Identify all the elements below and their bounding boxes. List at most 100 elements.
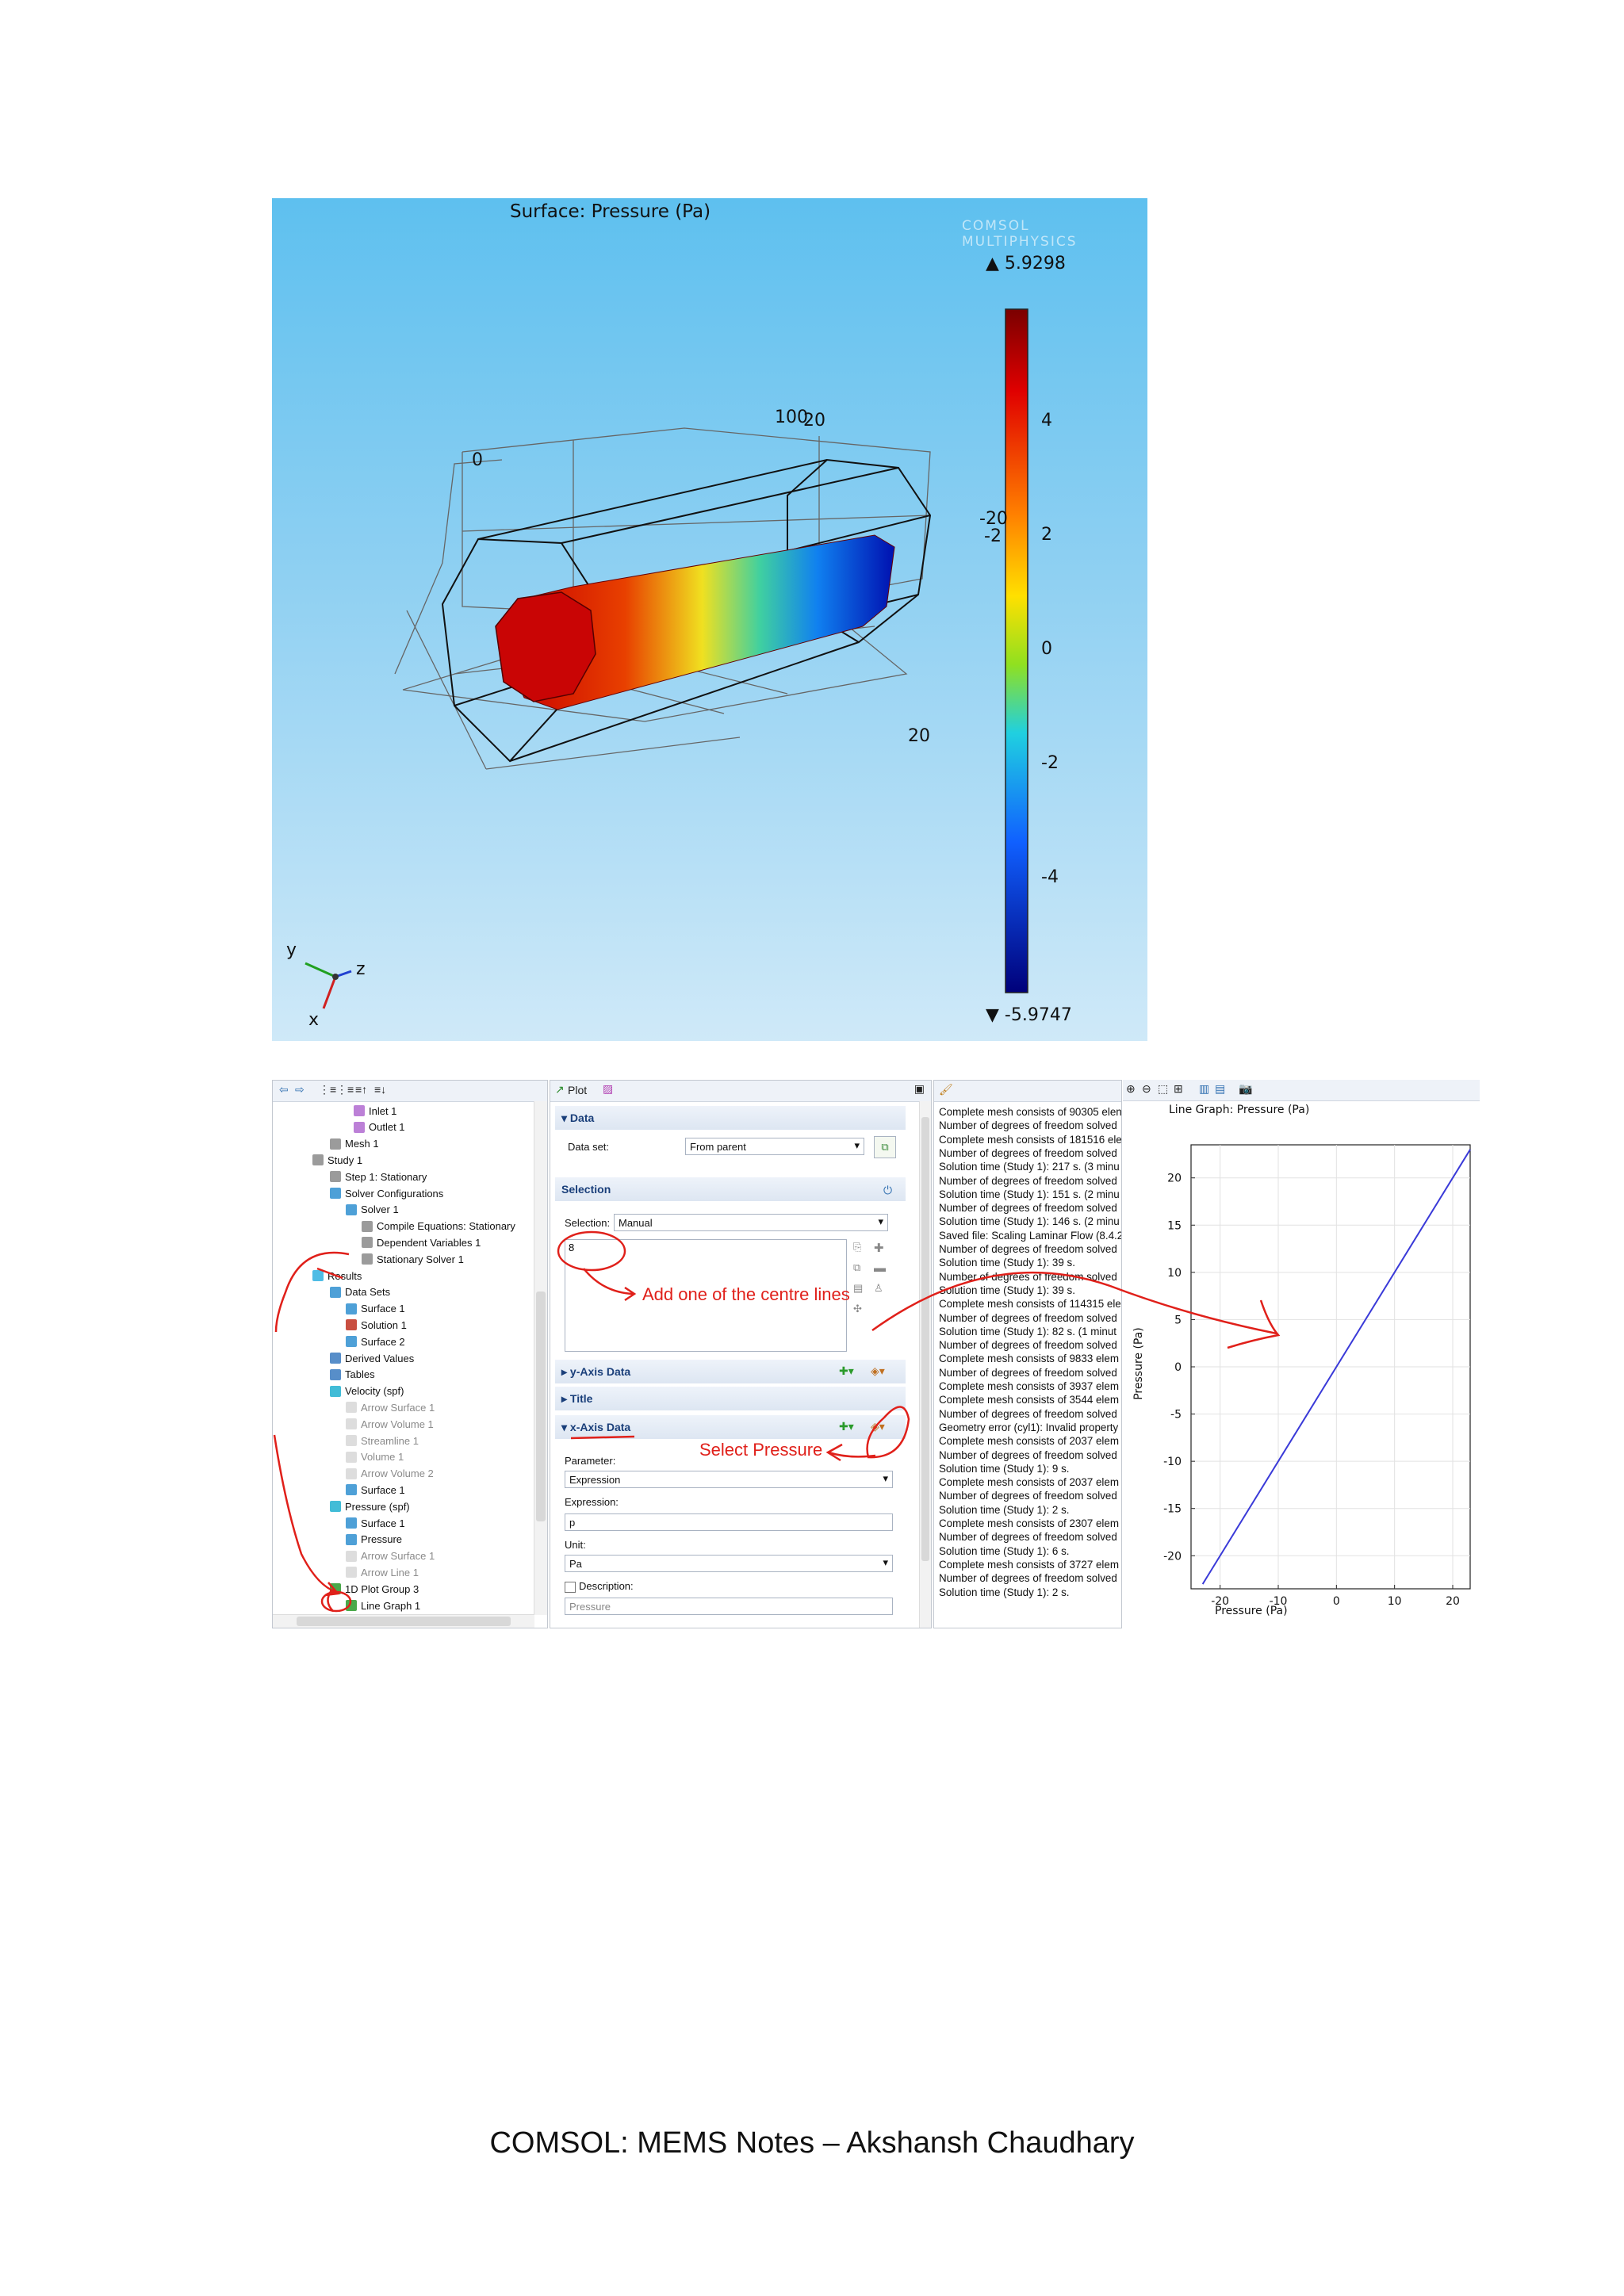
lock-icon[interactable]: ♙ [874,1282,883,1294]
tree-item[interactable]: Velocity (spf) [330,1383,404,1399]
tree-item-label: Surface 2 [361,1335,405,1348]
x-axis-add-icon[interactable]: ✚▾ [839,1420,854,1433]
expand-all-icon[interactable]: ⋮≡ [336,1083,354,1096]
tree-item[interactable]: Solver 1 [346,1202,399,1218]
log-line: Complete mesh consists of 114315 ele [939,1298,1121,1311]
y-tick-label: -10 [1163,1456,1182,1468]
log-window[interactable]: 🖌 Complete mesh consists of 90305 elen Nu… [933,1080,1122,1628]
log-line: Saved file: Scaling Laminar Flow (8.4.2 [939,1229,1122,1242]
selection-list[interactable]: 8 [565,1239,847,1352]
tree-item[interactable]: Solution 1 [346,1317,407,1333]
copy-icon[interactable]: ⧉ [853,1261,861,1273]
tree-item[interactable]: Arrow Surface 1 [346,1399,435,1415]
tree-scrollbar[interactable] [534,1101,547,1615]
y-axis-add-icon[interactable]: ✚▾ [839,1364,854,1377]
log-line: Number of degrees of freedom solved [939,1174,1117,1187]
settings-scrollbar[interactable] [919,1101,931,1628]
tree-item[interactable]: Inlet 1 [354,1103,396,1119]
tree-item[interactable]: Surface 2 [346,1334,405,1349]
dataset-goto-icon[interactable]: ⧉ [874,1136,896,1158]
tree-item[interactable]: Arrow Line 1 [346,1564,419,1580]
tree-item-label: Solver 1 [361,1203,399,1216]
tree-item[interactable]: Data Sets [330,1284,390,1300]
log-line: Number of degrees of freedom solved [939,1270,1117,1283]
tree-item[interactable]: Arrow Volume 2 [346,1466,434,1482]
selection-section-header[interactable]: Selection [555,1177,906,1201]
tree-item[interactable]: Derived Values [330,1350,414,1366]
geometry-view[interactable] [272,198,1147,1041]
tree-item[interactable]: Compile Equations: Stationary [362,1219,515,1234]
tree-item[interactable]: Arrow Surface 1 [346,1548,435,1564]
panel-menu-icon[interactable]: ▣ [914,1082,925,1095]
log-line: Number of degrees of freedom solved [939,1243,1117,1255]
collapse-all-icon[interactable]: ⋮≡ [319,1083,337,1096]
forward-arrow-icon[interactable]: ⇨ [295,1083,304,1096]
tree-item[interactable]: Surface 1 [346,1515,405,1531]
tree-item[interactable]: Streamline 1 [346,1433,419,1448]
data-section-header[interactable]: ▾ Data [555,1106,906,1130]
grid-icon[interactable]: ▥ [1199,1082,1210,1095]
dataset-select[interactable]: From parent [685,1138,864,1155]
description-field[interactable]: Pressure [565,1598,893,1615]
legend-icon[interactable]: ▤ [1215,1082,1226,1095]
tree-item[interactable]: Results [312,1268,362,1284]
tree-node-icon [330,1286,341,1298]
tree-node-icon [346,1336,357,1348]
show-icon[interactable]: ≡↑ [355,1083,368,1096]
selection-entry[interactable]: 8 [569,1242,575,1253]
tree-item[interactable]: Stationary Solver 1 [362,1251,464,1267]
log-line: Solution time (Study 1): 9 s. [939,1462,1070,1475]
tree-item[interactable]: Dependent Variables 1 [362,1234,481,1250]
selection-select[interactable]: Manual [614,1214,888,1231]
line-graph-window[interactable]: ⊕ ⊖ ⬚ ⊞ ▥ ▤ 📷 Line Graph: Pressure (Pa) … [1123,1080,1480,1627]
x-tick-label: 20 [1446,1595,1460,1608]
tree-item[interactable]: Arrow Volume 1 [346,1416,434,1432]
zoom-in-icon[interactable]: ⊕ [1126,1082,1136,1095]
tree-item[interactable]: Mesh 1 [330,1136,379,1152]
unit-select[interactable]: Pa [565,1555,893,1572]
model-builder-tree[interactable]: ⇦ ⇨ ⋮≡ ⋮≡ ≡↑ ≡↓ Inlet 1 Outlet 1 Mesh 1 Stu… [272,1080,548,1628]
tree-item[interactable]: Outlet 1 [354,1119,405,1135]
tree-item[interactable]: Line Graph 1 [346,1598,420,1613]
description-checkbox[interactable] [565,1582,576,1593]
expression-field[interactable]: p [565,1513,893,1531]
back-arrow-icon[interactable]: ⇦ [279,1083,289,1096]
line-graph[interactable]: -20 -10 0 10 20 20 15 10 5 0 -5 -10 -15 -20 [1123,1080,1480,1627]
zoom-box-icon[interactable]: ⬚ [1158,1082,1169,1095]
remove-icon[interactable]: ▬ [874,1261,886,1275]
tree-node-icon [346,1517,357,1529]
parameter-select[interactable]: Expression [565,1471,893,1488]
tree-node-icon [346,1484,357,1496]
x-axis-data-section-header[interactable]: ▾ x-Axis Data [555,1415,906,1439]
log-line: Solution time (Study 1): 6 s. [939,1544,1070,1557]
tree-item-label: Surface 1 [361,1483,405,1496]
tree-horizontal-scrollbar[interactable] [273,1614,534,1628]
tree-item-label: Data Sets [345,1286,391,1299]
settings-title: Plot [568,1084,588,1096]
tree-item[interactable]: Study 1 [312,1152,362,1168]
tree-item[interactable]: Pressure [346,1532,402,1548]
title-section-header[interactable]: ▸ Title [555,1387,906,1410]
sort-icon[interactable]: ≡↓ [374,1083,387,1096]
tree-item[interactable]: Surface 1 [346,1482,405,1498]
tree-item[interactable]: Solver Configurations [330,1185,443,1201]
zoom-extents-icon[interactable]: ⊞ [1174,1082,1183,1095]
y-axis-replace-icon[interactable]: ◈▾ [871,1364,885,1377]
settings-panel[interactable]: ↗ Plot ▨ ▣ ▾ Data Data set: From parent … [550,1080,932,1628]
add-icon[interactable]: ✚ [874,1242,884,1255]
clear-log-icon[interactable]: 🖌 [939,1083,953,1096]
tree-item[interactable]: Pressure (spf) [330,1498,410,1514]
clear-icon[interactable]: ▤ [853,1282,864,1294]
tree-item[interactable]: Tables [330,1367,375,1383]
selection-power-icon[interactable]: ⏻ [883,1184,893,1196]
tree-item[interactable]: Step 1: Stationary [330,1169,427,1184]
tree-item[interactable]: Surface 1 [346,1301,405,1317]
camera-icon[interactable]: 📷 [1239,1082,1253,1095]
tree-item[interactable]: Volume 1 [346,1449,404,1465]
paste-icon[interactable]: ⎘ [853,1241,862,1253]
tree-item-label: Inlet 1 [369,1104,397,1117]
zoom-selected-icon[interactable]: ✣ [853,1303,862,1314]
zoom-out-icon[interactable]: ⊖ [1142,1082,1151,1095]
y-axis-data-section-header[interactable]: ▸ y-Axis Data [555,1360,906,1383]
plot-button-icon[interactable]: ▨ [603,1082,614,1095]
